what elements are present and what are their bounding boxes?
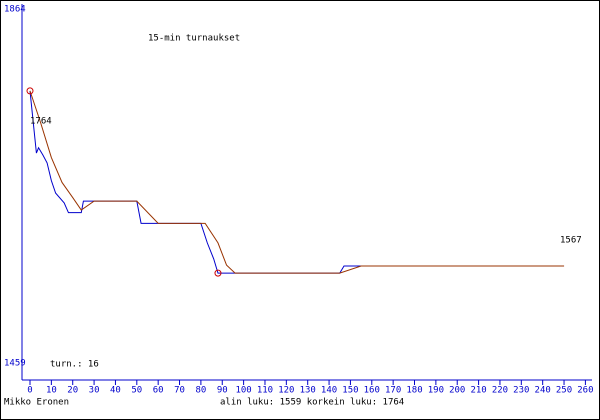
x-tick-label: 250 (556, 386, 572, 396)
x-tick-label: 30 (89, 386, 100, 396)
series-line (29, 90, 565, 274)
x-tick-label: 60 (153, 386, 164, 396)
x-tick-label: 20 (67, 386, 78, 396)
x-tick-label: 90 (217, 386, 228, 396)
start-label: 1764 (30, 116, 52, 126)
marker (26, 87, 34, 95)
x-tick-label: 130 (300, 386, 316, 396)
series-line (29, 90, 565, 274)
end-label: 1567 (560, 236, 582, 246)
y-tick-label: 1459 (4, 359, 26, 369)
x-tick-label: 50 (131, 386, 142, 396)
x-tick-label: 110 (257, 386, 273, 396)
marker (214, 269, 222, 277)
x-tick-label: 140 (321, 386, 337, 396)
summary: alin luku: 1559 korkein luku: 1764 (220, 398, 404, 408)
x-tick-label: 180 (406, 386, 422, 396)
x-tick-label: 190 (428, 386, 444, 396)
x-tick-label: 100 (235, 386, 251, 396)
x-tick-label: 210 (470, 386, 486, 396)
x-tick-label: 150 (342, 386, 358, 396)
x-tick-label: 230 (513, 386, 529, 396)
x-tick-label: 0 (27, 386, 32, 396)
y-tick-label: 1864 (4, 5, 26, 15)
x-tick-label: 240 (535, 386, 551, 396)
x-tick-label: 80 (195, 386, 206, 396)
x-tick-label: 160 (364, 386, 380, 396)
x-tick-label: 70 (174, 386, 185, 396)
x-tick-label: 10 (46, 386, 57, 396)
chart-title: 15-min turnaukset (148, 34, 240, 44)
x-tick-label: 120 (278, 386, 294, 396)
x-tick-label: 170 (385, 386, 401, 396)
x-tick-label: 40 (110, 386, 121, 396)
x-tick-label: 220 (492, 386, 508, 396)
x-tick-label: 260 (577, 386, 593, 396)
player: Mikko Eronen (4, 398, 69, 408)
games-label: turn.: 16 (50, 360, 99, 370)
x-tick-label: 200 (449, 386, 465, 396)
